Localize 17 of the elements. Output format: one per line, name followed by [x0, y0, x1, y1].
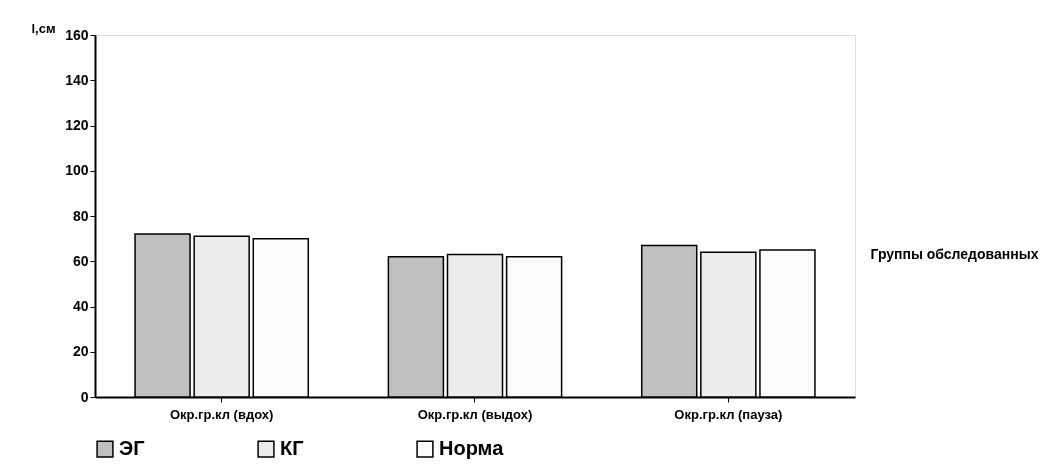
x-axis-title: Группы обследованных [870, 245, 1039, 262]
y-tick-label: 140 [65, 71, 89, 88]
y-tick-label: 160 [65, 26, 89, 43]
legend-label: Норма [439, 437, 505, 460]
x-tick-label: Окр.гр.кл (вдох) [169, 406, 274, 422]
y-tick-label: 80 [72, 207, 89, 224]
legend-label: ЭГ [119, 437, 145, 460]
y-tick-label: 0 [80, 388, 89, 405]
y-tick-label: 120 [65, 117, 89, 133]
y-axis-title: l,см [31, 20, 56, 36]
x-tick-label: Окр.гр.кл (пауза) [674, 406, 783, 422]
y-tick-label: 20 [72, 343, 89, 360]
y-tick-label: 40 [72, 298, 89, 314]
y-tick-label: 60 [72, 252, 89, 269]
legend-label: КГ [280, 437, 304, 460]
x-tick-label: Окр.гр.кл (выдох) [417, 406, 533, 422]
y-tick-label: 100 [65, 162, 89, 179]
